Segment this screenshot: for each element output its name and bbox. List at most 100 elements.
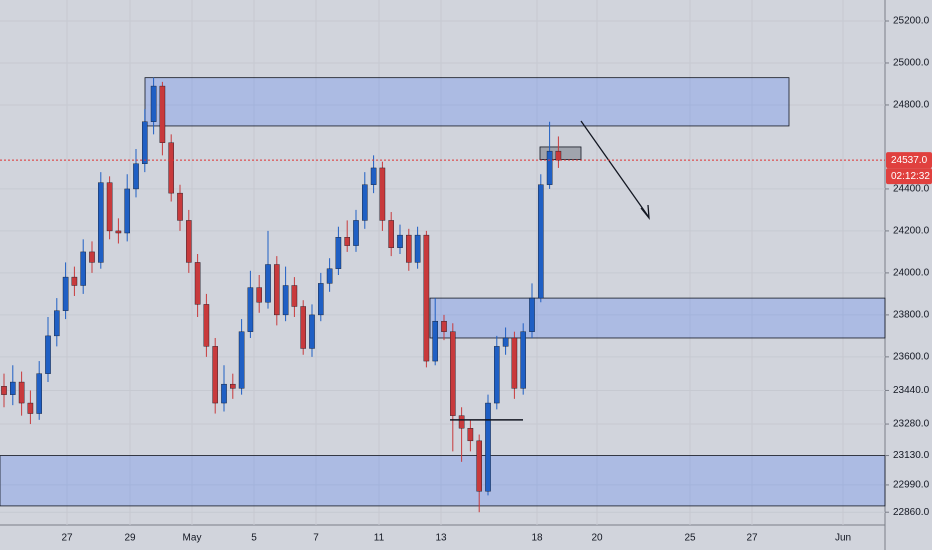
candle-body	[300, 306, 307, 349]
zone	[144, 77, 790, 127]
candle-body	[476, 440, 483, 492]
y-tick-label: 24800.0	[893, 100, 930, 111]
candle-body	[309, 314, 315, 349]
countdown-box	[886, 168, 932, 185]
last-price-box	[886, 152, 932, 169]
candle-body	[89, 251, 95, 263]
candle-body	[555, 150, 562, 161]
candle-body	[141, 121, 148, 164]
candle-body	[115, 230, 122, 234]
y-tick-label: 22990.0	[893, 480, 930, 491]
candle-body	[124, 188, 130, 234]
y-tick-label: 23130.0	[893, 450, 930, 461]
candle-body	[494, 346, 500, 404]
candle-body	[432, 320, 439, 362]
candle-body	[62, 276, 69, 311]
candle-body	[450, 331, 456, 416]
candle-body	[150, 85, 157, 122]
candle-body	[71, 276, 78, 286]
x-tick-label: May	[183, 533, 202, 544]
x-tick-label: 25	[684, 533, 696, 544]
candle-body	[229, 383, 236, 389]
countdown-label: 02:12:32	[891, 171, 930, 182]
x-tick-label: Jun	[835, 533, 851, 544]
y-tick-label: 23600.0	[893, 352, 930, 363]
last-price-label: 24537.0	[891, 155, 928, 166]
zone	[429, 297, 886, 339]
candle-body	[318, 283, 324, 316]
candle-body	[485, 402, 491, 492]
y-tick-label: 22860.0	[893, 507, 930, 518]
candle-body	[36, 373, 42, 414]
zone	[0, 455, 886, 507]
candle-body	[159, 85, 166, 143]
candle-body	[80, 251, 86, 286]
candle-body	[520, 331, 526, 389]
candle-body	[538, 184, 544, 299]
candle-body	[194, 262, 201, 305]
candle-body	[282, 285, 289, 316]
candle-body	[97, 182, 104, 263]
candle-body	[247, 287, 254, 332]
y-tick-label: 25000.0	[893, 58, 930, 69]
candle-body	[441, 320, 447, 332]
x-tick-label: 7	[313, 533, 319, 544]
candle-body	[326, 268, 333, 284]
y-tick-label: 24400.0	[893, 184, 930, 195]
candle-body	[414, 234, 421, 263]
candle-body	[388, 220, 395, 248]
y-tick-label: 23800.0	[893, 310, 930, 321]
y-tick-label: 24200.0	[893, 226, 930, 237]
candle-body	[185, 220, 192, 263]
candle-body	[54, 310, 60, 337]
candle-body	[45, 335, 51, 374]
candle-body	[335, 237, 342, 269]
y-tick-label: 23280.0	[893, 419, 930, 430]
y-tick-label: 23440.0	[893, 385, 930, 396]
x-tick-label: 27	[61, 533, 73, 544]
candle-body	[1, 386, 7, 395]
candle-body	[344, 237, 351, 246]
candle-body	[397, 234, 403, 248]
x-tick-label: 27	[746, 533, 758, 544]
candle-body	[238, 331, 245, 389]
y-tick-label: 24000.0	[893, 268, 930, 279]
candle-body	[529, 297, 535, 332]
candle-body	[511, 337, 518, 389]
candle-body	[274, 264, 280, 316]
candle-body	[423, 234, 430, 362]
x-tick-label: 18	[531, 533, 543, 544]
candle-body	[106, 182, 113, 232]
candle-body	[291, 285, 298, 307]
candle-body	[177, 192, 183, 221]
x-tick-label: 20	[591, 533, 603, 544]
candle-body	[458, 415, 465, 429]
candle-body	[256, 287, 263, 303]
candle-body	[221, 383, 227, 404]
candle-body	[379, 167, 386, 221]
candle-body	[18, 381, 25, 404]
candle-body	[203, 304, 210, 347]
arrow-head	[640, 204, 650, 221]
x-tick-label: 13	[435, 533, 447, 544]
candle-body	[353, 220, 359, 246]
x-tick-label: 11	[374, 533, 385, 544]
x-tick-label: 29	[124, 533, 136, 544]
candle-body	[265, 264, 271, 303]
candle-body	[370, 167, 377, 185]
candle-body	[362, 184, 368, 221]
candle-body	[212, 346, 219, 404]
candle-body	[467, 428, 474, 442]
candle-body	[9, 381, 16, 395]
candle-body	[27, 402, 34, 414]
x-tick-label: 5	[251, 533, 257, 544]
candle-body	[546, 150, 553, 185]
candle-body	[168, 142, 175, 194]
candle-body	[133, 163, 139, 190]
arrow	[580, 120, 649, 217]
y-tick-label: 25200.0	[893, 16, 930, 27]
candle-body	[406, 234, 412, 263]
candle-body	[502, 337, 509, 347]
